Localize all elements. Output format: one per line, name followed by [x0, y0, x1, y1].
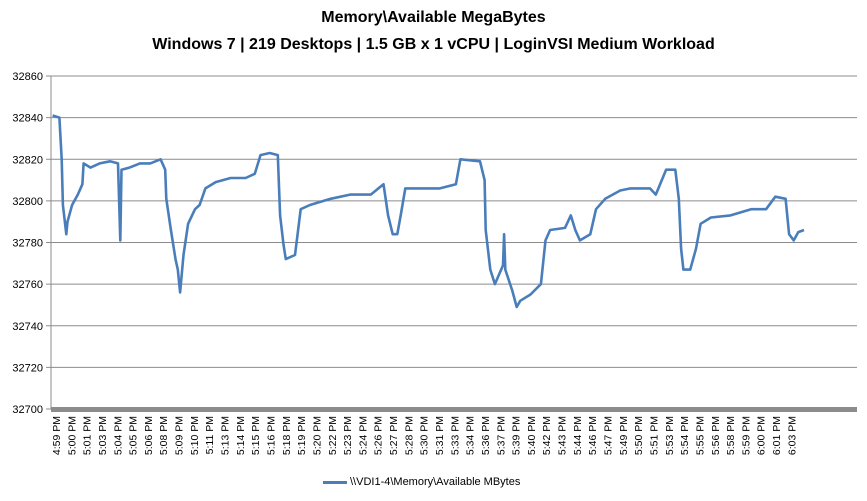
x-tick-label: 5:37 PM	[495, 416, 507, 455]
x-tick-label: 5:28 PM	[403, 416, 415, 455]
x-tick-label: 5:55 PM	[694, 416, 706, 455]
x-tick-label: 5:58 PM	[725, 416, 737, 455]
x-tick-label: 5:51 PM	[648, 416, 660, 455]
x-tick-label: 5:04 PM	[112, 416, 124, 455]
x-tick-label: 5:31 PM	[434, 416, 446, 455]
x-tick-label: 5:16 PM	[265, 416, 277, 455]
x-tick-label: 5:27 PM	[388, 416, 400, 455]
y-tick-label: 32800	[12, 196, 43, 208]
x-tick-label: 5:26 PM	[373, 416, 385, 455]
x-tick-label: 5:50 PM	[633, 416, 645, 455]
x-tick-label: 5:10 PM	[189, 416, 201, 455]
x-tick-label: 5:09 PM	[174, 416, 186, 455]
y-tick-label: 32860	[12, 71, 43, 83]
x-tick-label: 5:33 PM	[449, 416, 461, 455]
x-tick-label: 5:18 PM	[281, 416, 293, 455]
x-tick-label: 6:00 PM	[756, 416, 768, 455]
y-tick-label: 32780	[12, 238, 43, 250]
x-tick-label: 6:01 PM	[771, 416, 783, 455]
x-axis	[51, 407, 857, 412]
x-tick-label: 5:15 PM	[250, 416, 262, 455]
x-tick-label: 5:44 PM	[572, 416, 584, 455]
x-tick-label: 5:00 PM	[66, 416, 78, 455]
x-tick-label: 5:06 PM	[143, 416, 155, 455]
x-tick-label: 5:05 PM	[128, 416, 140, 455]
series-line	[52, 114, 805, 309]
x-tick-label: 5:36 PM	[480, 416, 492, 455]
x-tick-label: 5:39 PM	[511, 416, 523, 455]
chart-title: Memory\Available MegaBytes	[321, 9, 546, 26]
x-tick-label: 5:59 PM	[740, 416, 752, 455]
x-tick-label: 5:43 PM	[557, 416, 569, 455]
x-tick-label: 5:03 PM	[97, 416, 109, 455]
x-tick-label: 5:01 PM	[82, 416, 94, 455]
y-tick-label: 32700	[12, 404, 43, 416]
x-tick-label: 5:20 PM	[311, 416, 323, 455]
y-tick-label: 32760	[12, 279, 43, 291]
y-tick-label: 32720	[12, 362, 43, 374]
x-tick-label: 5:13 PM	[220, 416, 232, 455]
y-tick-label: 32740	[12, 321, 43, 333]
x-tick-label: 5:11 PM	[204, 416, 216, 454]
y-tick-label: 32840	[12, 113, 43, 125]
legend-swatch	[323, 480, 347, 484]
x-tick-label: 5:53 PM	[664, 416, 676, 455]
chart-subtitle: Windows 7 | 219 Desktops | 1.5 GB x 1 vC…	[152, 36, 715, 53]
x-tick-label: 5:47 PM	[603, 416, 615, 455]
x-tick-label: 5:22 PM	[327, 416, 339, 455]
x-tick-label: 5:34 PM	[465, 416, 477, 455]
legend-label: \\VDI1-4\Memory\Available MBytes	[350, 476, 521, 488]
x-tick-label: 4:59 PM	[51, 416, 63, 455]
x-tick-label: 5:19 PM	[296, 416, 308, 455]
x-tick-label: 5:56 PM	[710, 416, 722, 455]
x-tick-label: 6:03 PM	[786, 416, 798, 455]
x-tick-label: 5:24 PM	[357, 416, 369, 455]
x-tick-label: 5:14 PM	[235, 416, 247, 455]
x-tick-label: 5:54 PM	[679, 416, 691, 455]
x-tick-label: 5:46 PM	[587, 416, 599, 455]
y-tick-label: 32820	[12, 154, 43, 166]
legend: \\VDI1-4\Memory\Available MBytes	[323, 476, 520, 488]
x-tick-label: 5:30 PM	[419, 416, 431, 455]
x-tick-label: 5:23 PM	[342, 416, 354, 455]
x-tick-label: 5:42 PM	[541, 416, 553, 455]
x-tick-label: 5:49 PM	[618, 416, 630, 455]
x-tick-label: 5:08 PM	[158, 416, 170, 455]
x-tick-label: 5:40 PM	[526, 416, 538, 455]
